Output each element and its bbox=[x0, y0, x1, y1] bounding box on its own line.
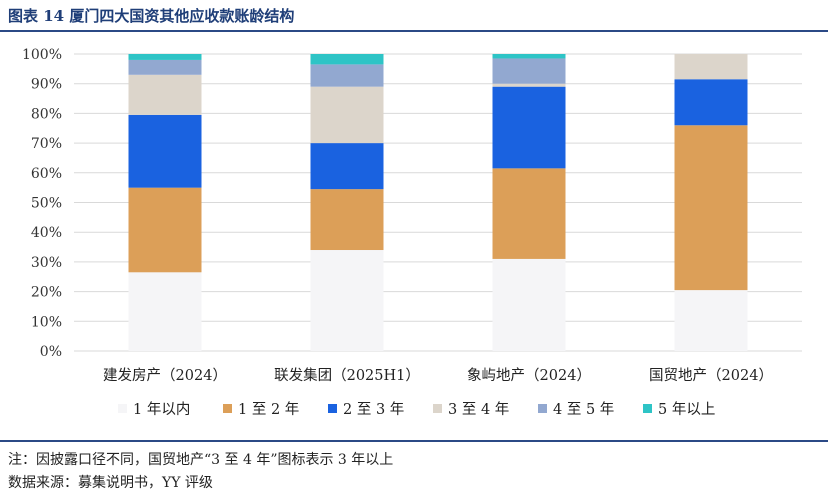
bar-segment bbox=[310, 86, 384, 144]
bar-segment bbox=[492, 168, 566, 259]
y-tick-label: 10% bbox=[31, 314, 62, 330]
bar-segment bbox=[310, 250, 384, 351]
y-tick-label: 40% bbox=[31, 225, 62, 241]
bar-segment bbox=[674, 125, 748, 291]
y-tick-label: 80% bbox=[31, 106, 62, 122]
bar-segment bbox=[674, 290, 748, 351]
bar-segment bbox=[492, 83, 566, 87]
footer-divider bbox=[0, 440, 828, 442]
legend-swatch bbox=[433, 404, 442, 413]
legend-swatch bbox=[223, 404, 232, 413]
legend-label: 5 年以上 bbox=[658, 401, 715, 418]
legend-swatch bbox=[328, 404, 337, 413]
legend-label: 4 至 5 年 bbox=[553, 401, 614, 418]
y-tick-label: 100% bbox=[22, 47, 62, 63]
chart-note: 注：因披露口径不同，国贸地产“3 至 4 年”图标表示 3 年以上 bbox=[8, 452, 394, 468]
bar-segment bbox=[128, 54, 202, 60]
data-source: 数据来源：募集说明书，YY 评级 bbox=[8, 475, 213, 491]
y-tick-label: 0% bbox=[40, 344, 62, 360]
legend-label: 2 至 3 年 bbox=[343, 401, 404, 418]
legend-label: 1 至 2 年 bbox=[238, 401, 299, 418]
y-tick-label: 30% bbox=[31, 255, 62, 271]
bar-segment bbox=[310, 54, 384, 65]
bar-segment bbox=[128, 74, 202, 115]
bar-segment bbox=[492, 58, 566, 84]
bar-segment bbox=[492, 86, 566, 169]
legend-label: 1 年以内 bbox=[133, 401, 190, 418]
x-tick-label: 联发集团（2025H1） bbox=[274, 367, 420, 384]
bar-segment bbox=[310, 143, 384, 190]
y-tick-label: 70% bbox=[31, 136, 62, 152]
bar-segment bbox=[310, 189, 384, 251]
bar-segment bbox=[674, 54, 748, 80]
title-divider bbox=[0, 30, 828, 32]
bar-segment bbox=[128, 114, 202, 188]
y-tick-label: 20% bbox=[31, 285, 62, 301]
legend-swatch bbox=[538, 404, 547, 413]
bar-segment bbox=[310, 64, 384, 87]
bar-segment bbox=[128, 59, 202, 75]
legend-label: 3 至 4 年 bbox=[448, 401, 509, 418]
x-tick-label: 象屿地产（2024） bbox=[467, 367, 591, 384]
chart-title: 图表 14 厦门四大国资其他应收款账龄结构 bbox=[8, 7, 295, 25]
legend-swatch bbox=[118, 404, 127, 413]
y-tick-label: 90% bbox=[31, 77, 62, 93]
x-tick-label: 国贸地产（2024） bbox=[649, 367, 773, 384]
bar-segment bbox=[674, 79, 748, 126]
bar-segment bbox=[128, 272, 202, 351]
bar-segment bbox=[128, 187, 202, 273]
bar-segment bbox=[492, 54, 566, 59]
y-tick-label: 50% bbox=[31, 196, 62, 212]
stacked-bar-chart: 0% 10% 20% 30% 40% 50% 60% 70% 80% 90% 100% 建发房产（20… bbox=[22, 47, 802, 418]
x-tick-label: 建发房产（2024） bbox=[103, 367, 227, 384]
legend-swatch bbox=[643, 404, 652, 413]
y-tick-label: 60% bbox=[31, 166, 62, 182]
bar-segment bbox=[492, 258, 566, 351]
